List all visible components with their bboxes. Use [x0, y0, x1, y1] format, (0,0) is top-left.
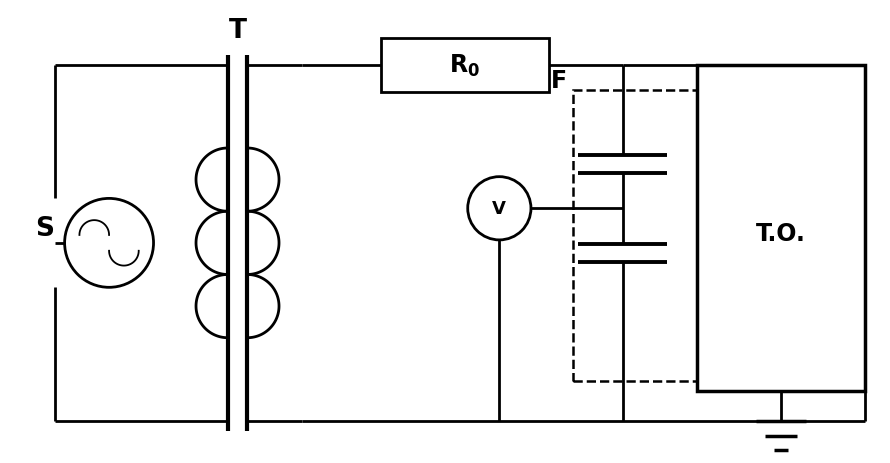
Bar	[573, 91, 697, 382]
Text: V: V	[492, 200, 506, 218]
Text: T.O.: T.O.	[756, 221, 805, 245]
Text: T: T	[229, 19, 247, 44]
Text: $\mathbf{R_0}$: $\mathbf{R_0}$	[449, 53, 481, 79]
Bar	[381, 39, 549, 93]
Circle shape	[468, 177, 531, 240]
Text: F: F	[551, 69, 567, 93]
Bar	[697, 66, 865, 391]
Text: S: S	[36, 216, 54, 242]
Circle shape	[65, 199, 154, 288]
